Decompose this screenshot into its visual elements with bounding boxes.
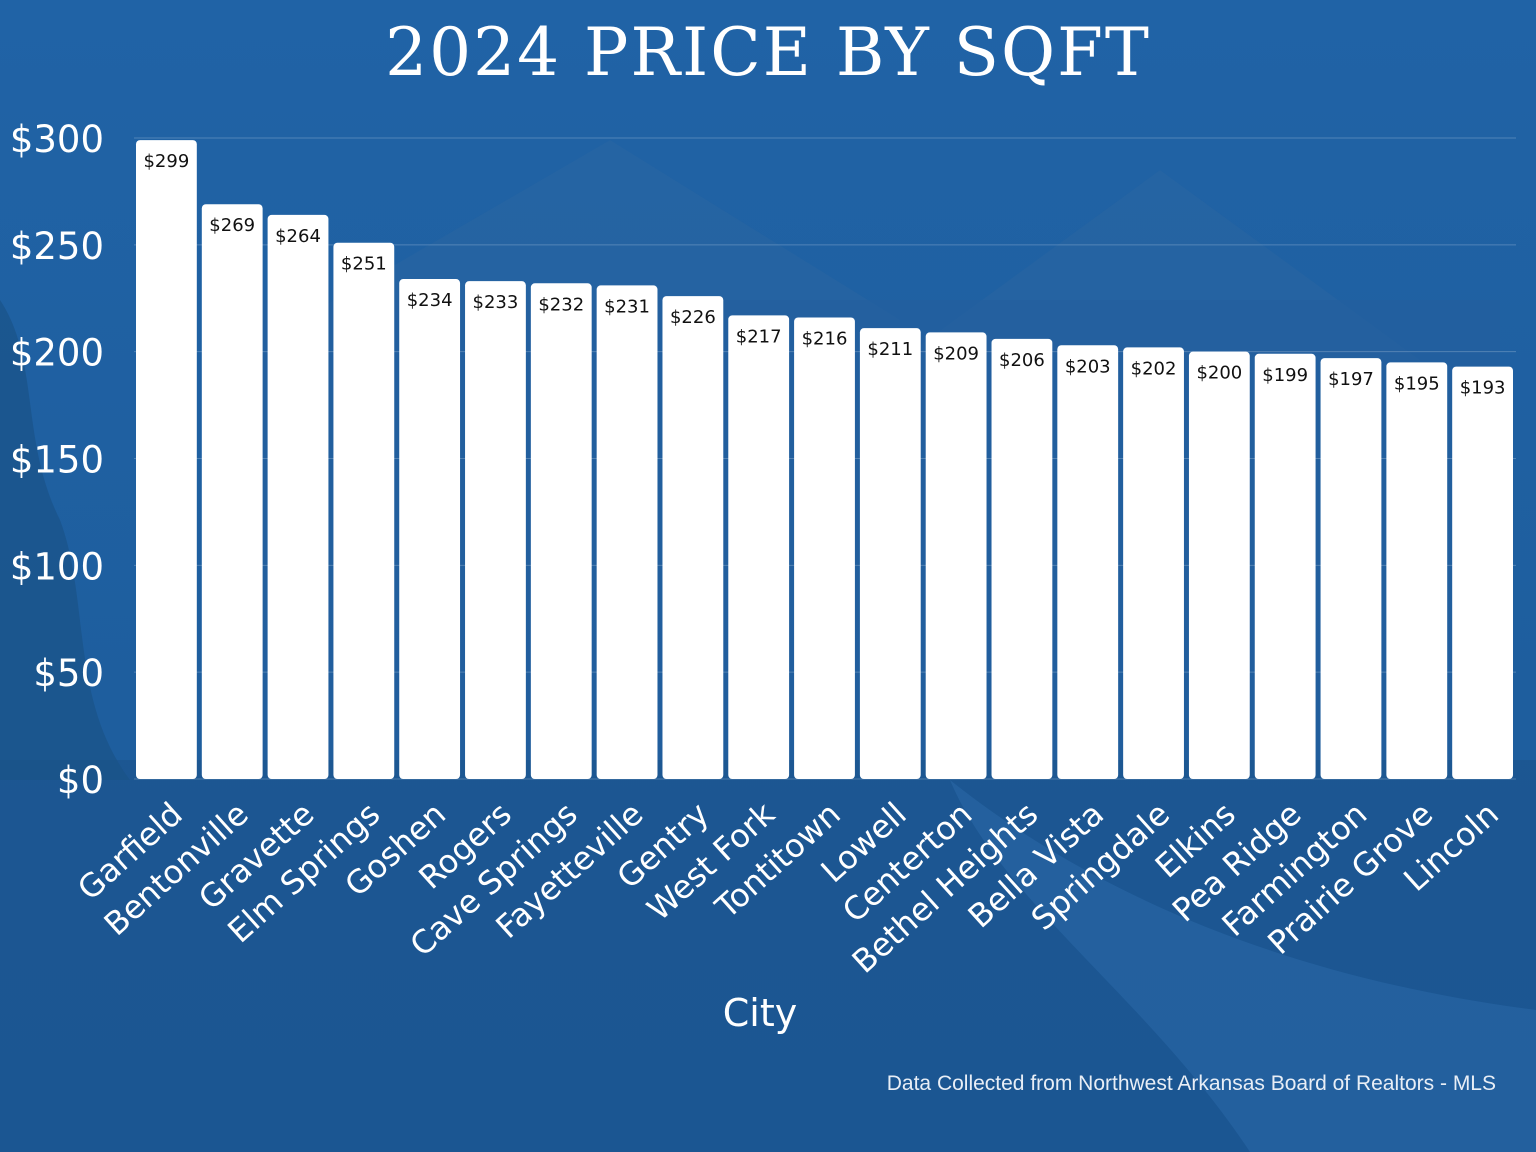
x-axis-label: City [723, 991, 797, 1035]
y-tick-label: $50 [33, 652, 104, 695]
bar [728, 315, 790, 779]
y-tick-label: $300 [10, 118, 104, 161]
bar [201, 204, 263, 779]
data-label: $199 [1262, 365, 1308, 386]
bar [1386, 362, 1448, 779]
data-label: $233 [473, 292, 519, 313]
bar [859, 328, 921, 779]
data-label: $269 [209, 215, 255, 236]
y-tick-label: $250 [10, 225, 104, 268]
data-label: $195 [1394, 373, 1440, 394]
data-label: $202 [1131, 358, 1177, 379]
bar [1254, 353, 1316, 779]
bar [662, 296, 724, 779]
bar [1452, 366, 1513, 779]
chart-title: 2024 PRICE BY SQFT [385, 14, 1151, 91]
data-label: $200 [1196, 363, 1242, 384]
data-label: $264 [275, 226, 321, 247]
bar [136, 140, 197, 780]
data-label: $193 [1460, 378, 1506, 399]
bar [1123, 347, 1184, 779]
bar [1057, 345, 1119, 779]
data-label: $206 [999, 350, 1045, 371]
data-label: $232 [538, 294, 584, 315]
source-note: Data Collected from Northwest Arkansas B… [886, 1072, 1496, 1095]
bar [991, 338, 1053, 779]
bar [465, 281, 526, 779]
data-label: $217 [736, 326, 782, 347]
bar [596, 285, 658, 779]
y-tick-label: $150 [10, 439, 104, 482]
bar [399, 279, 461, 779]
data-label: $299 [143, 151, 189, 172]
y-tick-label: $200 [10, 332, 104, 375]
data-label: $216 [802, 328, 848, 349]
data-label: $231 [604, 296, 650, 317]
bar [1320, 358, 1382, 779]
bar [530, 283, 592, 779]
bar [794, 317, 855, 779]
bar [1188, 351, 1250, 779]
y-tick-label: $100 [10, 545, 104, 588]
data-label: $251 [341, 254, 387, 275]
data-label: $226 [670, 307, 716, 328]
data-label: $234 [407, 290, 453, 311]
bar [925, 332, 987, 779]
data-label: $197 [1328, 369, 1374, 390]
bar [333, 242, 395, 780]
data-label: $209 [933, 343, 979, 364]
data-label: $211 [867, 339, 913, 360]
y-tick-label: $0 [57, 759, 104, 802]
bar [267, 214, 329, 780]
data-label: $203 [1065, 356, 1111, 377]
